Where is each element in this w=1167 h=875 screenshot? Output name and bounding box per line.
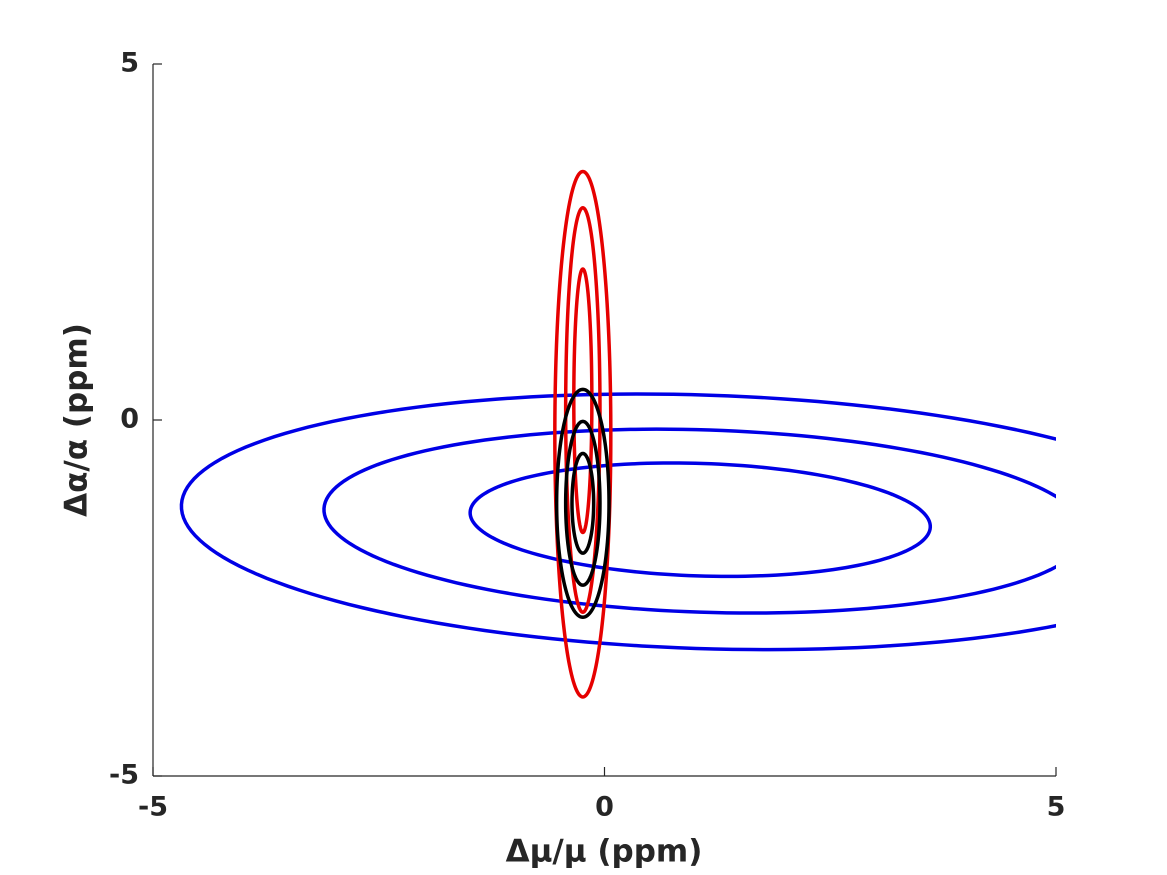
y-tick-label: -5 — [109, 760, 139, 791]
plot-area — [179, 169, 1056, 699]
contour-ellipse — [179, 392, 1056, 652]
contour-ellipse — [563, 419, 602, 587]
x-axis-label: Δμ/μ (ppm) — [506, 834, 703, 870]
x-tick-label: -5 — [138, 792, 168, 823]
contour-ellipse — [322, 427, 1056, 615]
y-tick-label: 0 — [120, 404, 139, 435]
contour-ellipse — [563, 206, 602, 615]
contour-ellipse — [572, 267, 594, 535]
y-axis-label: Δα/α (ppm) — [59, 323, 95, 517]
x-tick-label: 0 — [595, 792, 614, 823]
y-tick-label: 5 — [120, 48, 139, 79]
contour-ellipse — [554, 387, 611, 619]
contour-ellipse — [553, 169, 613, 699]
contour-ellipse — [468, 461, 933, 579]
x-tick-label: 5 — [1047, 792, 1066, 823]
contour-ellipse — [570, 451, 596, 555]
